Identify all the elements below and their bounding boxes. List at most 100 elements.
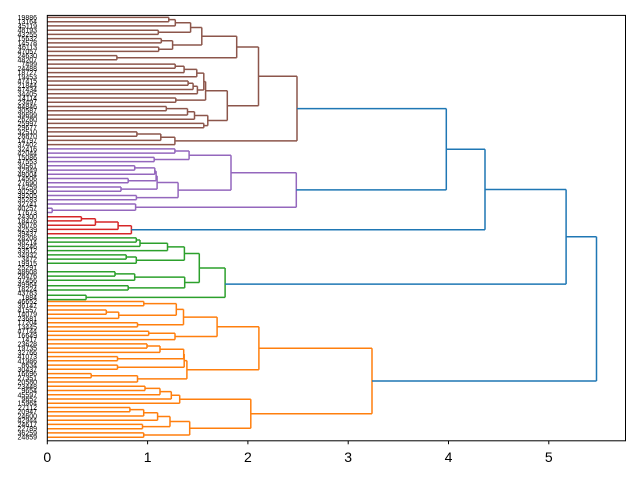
svg-text:14114: 14114 [18,96,37,103]
svg-text:33512: 33512 [18,248,38,255]
svg-text:27351: 27351 [18,375,38,382]
svg-text:43255: 43255 [18,32,38,39]
svg-text:32949: 32949 [18,168,38,175]
svg-text:19735: 19735 [18,346,38,353]
svg-text:49964: 49964 [18,282,38,289]
svg-text:47144: 47144 [18,329,38,336]
svg-text:27690: 27690 [18,180,38,187]
svg-text:34932: 34932 [18,252,38,259]
svg-text:21844: 21844 [18,83,38,90]
svg-text:9654: 9654 [21,388,37,395]
svg-text:28476: 28476 [18,274,38,281]
svg-text:26280: 26280 [18,117,38,124]
svg-text:29677: 29677 [18,125,38,132]
svg-text:28246: 28246 [18,244,38,251]
svg-text:19886: 19886 [18,15,38,22]
svg-text:47434: 47434 [18,87,38,94]
svg-text:37456: 37456 [18,278,38,285]
svg-text:47057: 47057 [18,49,38,56]
svg-text:14578: 14578 [18,40,38,47]
svg-text:13164: 13164 [18,19,38,26]
svg-text:46113: 46113 [18,45,37,52]
svg-text:44846: 44846 [18,104,38,111]
svg-text:35283: 35283 [18,197,38,204]
svg-text:48207: 48207 [18,57,38,64]
svg-text:30587: 30587 [18,108,38,115]
svg-text:34405: 34405 [18,91,38,98]
svg-text:19453: 19453 [18,74,38,81]
svg-text:41073: 41073 [18,354,38,361]
svg-text:22789: 22789 [18,426,38,433]
svg-text:1417: 1417 [21,337,37,344]
svg-text:20580: 20580 [18,380,38,387]
svg-text:45119: 45119 [18,23,37,30]
svg-text:39699: 39699 [18,113,38,120]
svg-text:40257: 40257 [18,206,38,213]
svg-text:48004: 48004 [18,172,38,179]
svg-text:24600: 24600 [18,414,38,421]
svg-text:47553: 47553 [18,159,38,166]
svg-text:42944: 42944 [18,418,38,425]
svg-text:14259: 14259 [18,185,38,192]
svg-text:16649: 16649 [18,333,38,340]
svg-text:48193: 48193 [18,28,38,35]
svg-text:32510: 32510 [18,129,38,136]
svg-text:24617: 24617 [18,422,38,429]
svg-text:37402: 37402 [18,142,38,149]
svg-text:32416: 32416 [18,146,38,153]
svg-text:41557: 41557 [18,308,38,315]
svg-text:24300: 24300 [18,214,38,221]
svg-text:28870: 28870 [18,134,38,141]
svg-text:36076: 36076 [18,223,38,230]
svg-text:23497: 23497 [18,100,38,107]
svg-text:5: 5 [545,449,553,465]
svg-text:46652: 46652 [18,299,38,306]
svg-text:38214: 38214 [18,240,38,247]
svg-text:39437: 39437 [18,231,38,238]
svg-text:15086: 15086 [18,155,38,162]
svg-text:32766: 32766 [18,350,38,357]
svg-text:3: 3 [344,449,352,465]
svg-text:42539: 42539 [18,227,38,234]
svg-text:30437: 30437 [18,367,38,374]
svg-text:2: 2 [244,449,252,465]
svg-text:8634: 8634 [21,363,37,370]
svg-text:20947: 20947 [18,409,38,416]
svg-text:17204: 17204 [18,320,38,327]
svg-text:45597: 45597 [18,392,38,399]
svg-text:14079: 14079 [18,312,38,319]
svg-text:43783: 43783 [18,291,38,298]
svg-text:3472: 3472 [21,257,37,264]
svg-text:16696: 16696 [18,371,38,378]
svg-text:32741: 32741 [18,202,38,209]
svg-text:23628: 23628 [18,341,38,348]
svg-text:19915: 19915 [18,261,38,268]
svg-text:41986: 41986 [18,358,38,365]
svg-text:23448: 23448 [18,384,38,391]
svg-text:7499: 7499 [21,62,37,69]
svg-text:17673: 17673 [18,210,38,217]
svg-text:0: 0 [43,449,51,465]
svg-text:24488: 24488 [18,66,38,73]
svg-text:27112: 27112 [18,405,37,412]
svg-text:39205: 39205 [18,193,38,200]
svg-text:15632: 15632 [18,36,38,43]
svg-text:30561: 30561 [18,163,38,170]
svg-text:15964: 15964 [18,401,38,408]
svg-text:25291: 25291 [18,265,38,272]
svg-text:47415: 47415 [18,79,38,86]
svg-text:28208: 28208 [18,235,38,242]
svg-text:1: 1 [144,449,152,465]
svg-text:30290: 30290 [18,189,38,196]
svg-text:18727: 18727 [18,70,38,77]
svg-text:13445: 13445 [18,324,38,331]
svg-text:36259: 36259 [18,430,38,437]
svg-text:1884: 1884 [21,295,37,302]
svg-text:48608: 48608 [18,269,38,276]
svg-text:23681: 23681 [18,316,38,323]
svg-text:24859: 24859 [18,435,38,442]
svg-text:42044: 42044 [18,151,38,158]
svg-text:14506: 14506 [18,176,38,183]
svg-text:4: 4 [445,449,453,465]
svg-text:36147: 36147 [18,303,38,310]
